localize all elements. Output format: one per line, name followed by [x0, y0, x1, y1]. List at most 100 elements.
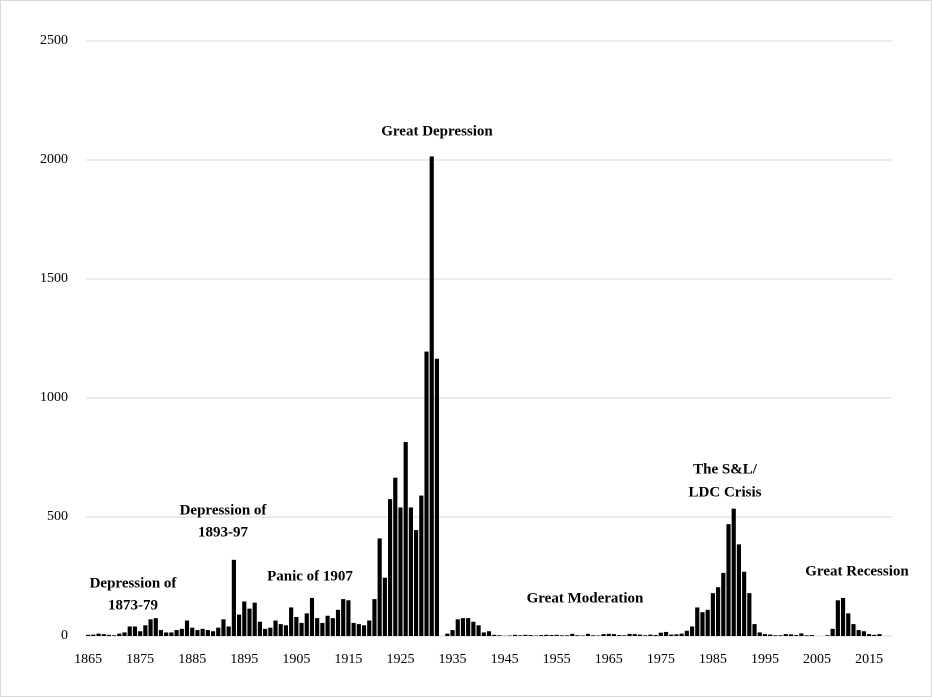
bar [414, 530, 419, 636]
x-tick-label: 1995 [751, 652, 779, 667]
bar [315, 618, 320, 636]
bar [747, 593, 752, 636]
bar [684, 630, 689, 636]
bar [143, 625, 148, 636]
y-tick-label: 500 [47, 509, 68, 524]
bar [679, 633, 684, 636]
bar [403, 442, 408, 636]
bar [367, 620, 372, 636]
bar [148, 619, 153, 636]
bar [424, 351, 429, 636]
annotation: LDC Crisis [689, 484, 762, 500]
x-tick-label: 1895 [230, 652, 258, 667]
bar [252, 602, 257, 636]
bar [398, 507, 403, 636]
bar [669, 634, 674, 636]
bar [361, 625, 367, 636]
bar [851, 624, 856, 636]
bar [242, 601, 247, 636]
bar [492, 634, 497, 636]
bar [346, 600, 351, 636]
bar [585, 633, 591, 636]
bar [132, 626, 138, 636]
bar [351, 622, 356, 636]
bar [486, 631, 492, 636]
annotation: Great Moderation [527, 590, 644, 606]
bar [840, 597, 846, 636]
bar [846, 613, 851, 636]
bar [372, 599, 377, 636]
bar [643, 635, 648, 636]
bar [122, 632, 127, 636]
bar [466, 618, 471, 636]
bar [575, 635, 580, 636]
bar [689, 626, 695, 636]
bar [559, 635, 564, 636]
bar [565, 635, 570, 636]
bar [408, 507, 413, 636]
bar [445, 633, 450, 636]
annotation: 1893-97 [198, 524, 248, 540]
bar [200, 628, 205, 636]
bar [512, 634, 518, 636]
bar [257, 621, 262, 636]
annotation: Panic of 1907 [267, 568, 353, 584]
bar [783, 634, 788, 636]
bar [460, 618, 466, 636]
x-tick-label: 2005 [803, 652, 831, 667]
bar [169, 632, 174, 636]
bar [835, 600, 840, 636]
bar [742, 571, 747, 636]
bar [752, 624, 757, 636]
bar [632, 634, 637, 636]
bar [96, 633, 101, 636]
bar [658, 632, 663, 636]
x-tick-label: 1875 [126, 652, 154, 667]
bar [528, 635, 533, 636]
bar [523, 634, 528, 636]
bar [158, 630, 164, 636]
bar [538, 635, 544, 636]
bar [309, 597, 315, 636]
bar [481, 632, 486, 636]
x-tick-label: 1955 [543, 652, 571, 667]
bar [674, 634, 679, 636]
x-tick-label: 1975 [647, 652, 675, 667]
x-tick-label: 1945 [491, 652, 519, 667]
bar [221, 619, 226, 636]
y-tick-label: 1500 [40, 271, 68, 286]
annotations: Depression of 1873-79 Depression of 1893… [90, 123, 910, 613]
bar [195, 630, 200, 636]
bar [205, 630, 210, 636]
bar [809, 635, 814, 636]
bar [856, 630, 861, 636]
bar [127, 626, 132, 636]
bar [138, 631, 143, 636]
bar [799, 633, 804, 636]
bar [231, 559, 236, 636]
bar [778, 635, 783, 636]
bar [393, 477, 398, 636]
bar [450, 630, 455, 636]
bar [549, 635, 554, 636]
bar [268, 627, 273, 636]
bar [283, 625, 289, 636]
bar [544, 634, 549, 636]
bar [518, 635, 523, 636]
bar [330, 618, 335, 636]
x-tick-label: 1985 [699, 652, 727, 667]
bar [804, 635, 809, 636]
bar [419, 495, 424, 636]
bar [325, 615, 330, 636]
bar [830, 628, 835, 636]
bar [710, 593, 715, 636]
bar [757, 632, 762, 636]
bar [226, 626, 231, 636]
bar [877, 634, 882, 636]
x-tick-label: 2015 [855, 652, 883, 667]
x-tick-label: 1965 [595, 652, 623, 667]
bar [648, 634, 653, 636]
bar [304, 613, 309, 636]
